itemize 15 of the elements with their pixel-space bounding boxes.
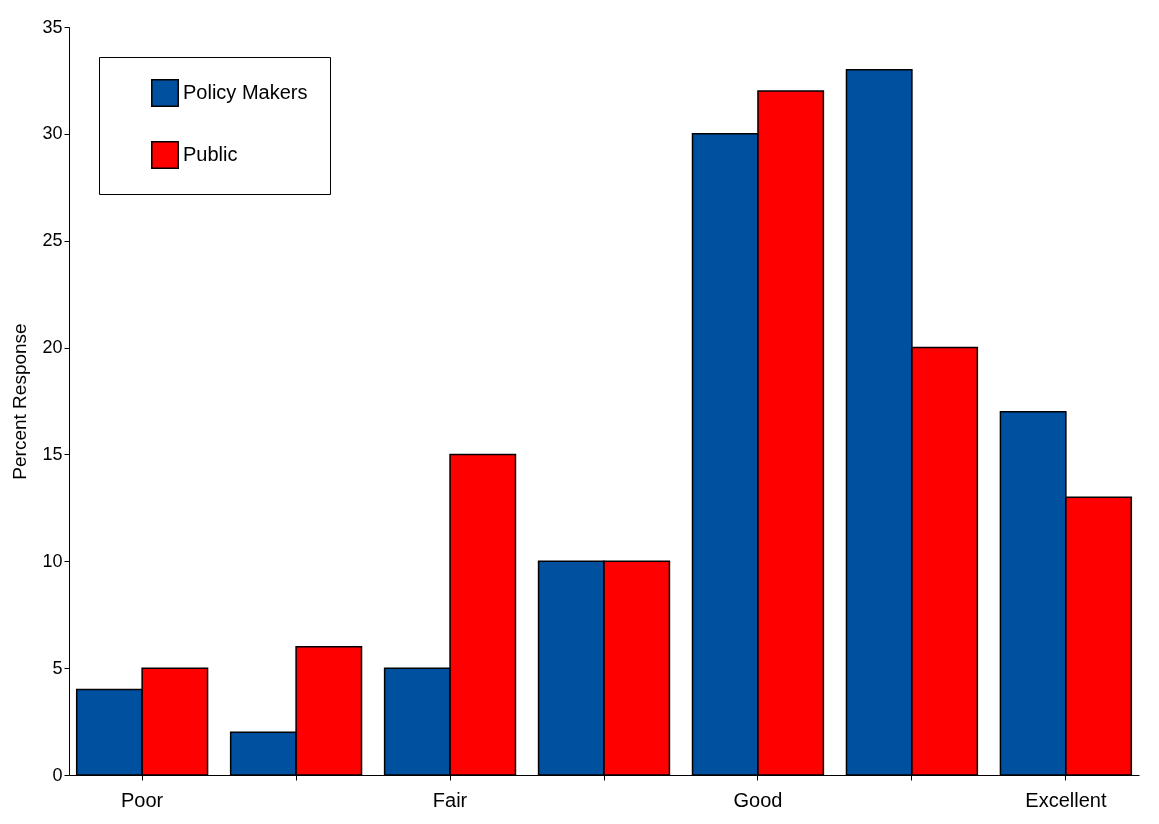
legend-label: Policy Makers <box>183 81 308 103</box>
x-tick-label: Fair <box>432 788 468 811</box>
y-axis-title: Percent Response <box>9 323 31 480</box>
x-tick-label: Poor <box>121 788 164 811</box>
y-tick-label: 20 <box>42 337 63 358</box>
y-tick-label: 25 <box>42 230 63 251</box>
y-tick-label: 35 <box>42 16 63 37</box>
y-tick-label: 10 <box>42 550 63 571</box>
y-tick-label: 30 <box>42 123 63 144</box>
x-tick-label: Good <box>733 788 783 811</box>
legend-label: Public <box>183 143 238 165</box>
y-tick-label: 5 <box>52 657 63 678</box>
y-tick-label: 0 <box>52 764 63 785</box>
y-tick-label: 15 <box>42 443 63 464</box>
x-tick-label: Excellent <box>1025 788 1107 811</box>
